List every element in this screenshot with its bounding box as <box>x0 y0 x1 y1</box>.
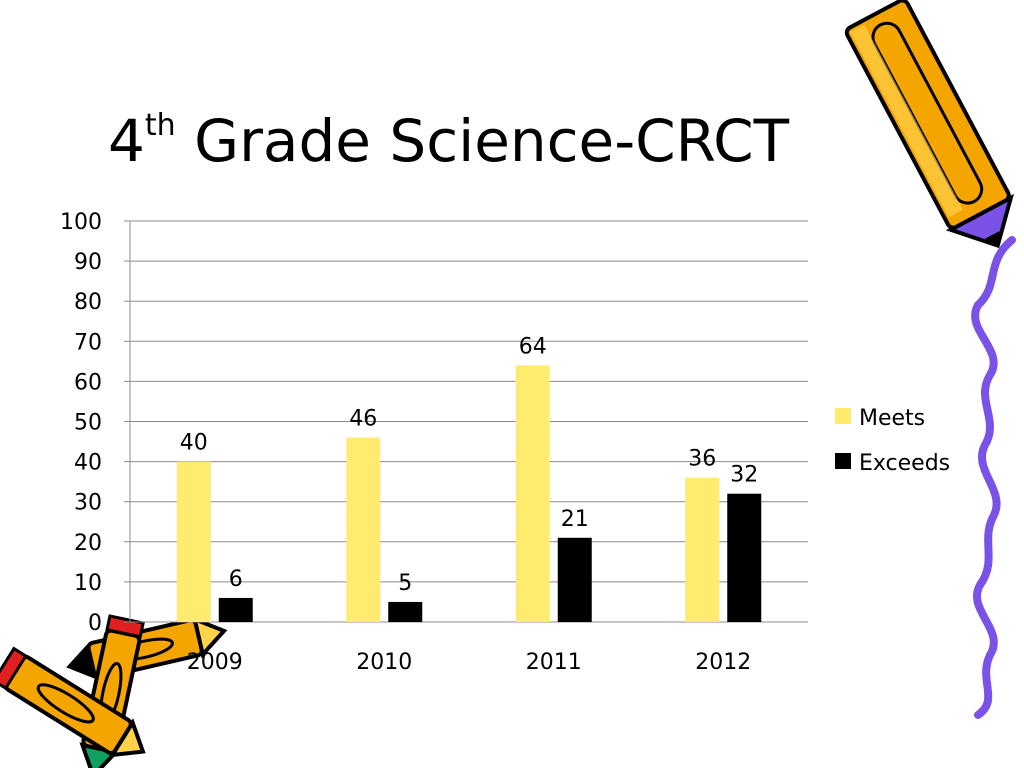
data-label: 36 <box>688 447 716 472</box>
title-rest: Grade Science-CRCT <box>175 107 789 175</box>
data-label: 32 <box>730 463 758 488</box>
bar-exceeds-2010 <box>388 601 423 622</box>
y-tick-label: 80 <box>74 290 102 315</box>
bar-exceeds-2009 <box>218 597 253 622</box>
data-label: 64 <box>519 334 547 359</box>
y-tick-label: 50 <box>74 411 102 436</box>
data-label: 40 <box>180 431 208 456</box>
x-tick-label: 2010 <box>356 650 412 675</box>
data-label: 5 <box>398 571 412 596</box>
y-tick-label: 60 <box>74 370 102 395</box>
bar-meets-2011 <box>515 365 550 622</box>
x-tick-label: 2009 <box>187 650 243 675</box>
y-tick-label: 10 <box>74 571 102 596</box>
x-tick-label: 2012 <box>695 650 751 675</box>
title-main: 4 <box>108 107 145 175</box>
bar-meets-2012 <box>685 477 720 622</box>
data-label: 6 <box>229 567 243 592</box>
data-label: 21 <box>561 507 589 532</box>
y-tick-label: 70 <box>74 330 102 355</box>
bar-meets-2010 <box>346 437 381 622</box>
bar-meets-2009 <box>176 461 211 622</box>
y-tick-label: 0 <box>88 611 102 636</box>
legend-label: Meets <box>859 406 925 431</box>
bar-exceeds-2011 <box>557 537 592 622</box>
data-label: 46 <box>349 407 377 432</box>
legend-label: Exceeds <box>859 451 950 476</box>
y-tick-label: 40 <box>74 451 102 476</box>
legend-swatch <box>835 453 851 469</box>
slide-title: 4th Grade Science-CRCT <box>108 111 789 171</box>
title-superscript: th <box>144 108 176 143</box>
y-tick-label: 100 <box>60 210 102 235</box>
bar-exceeds-2012 <box>727 493 762 622</box>
legend-swatch <box>835 408 851 424</box>
y-tick-label: 30 <box>74 491 102 516</box>
y-tick-label: 20 <box>74 531 102 556</box>
x-tick-label: 2011 <box>526 650 582 675</box>
y-tick-label: 90 <box>74 250 102 275</box>
